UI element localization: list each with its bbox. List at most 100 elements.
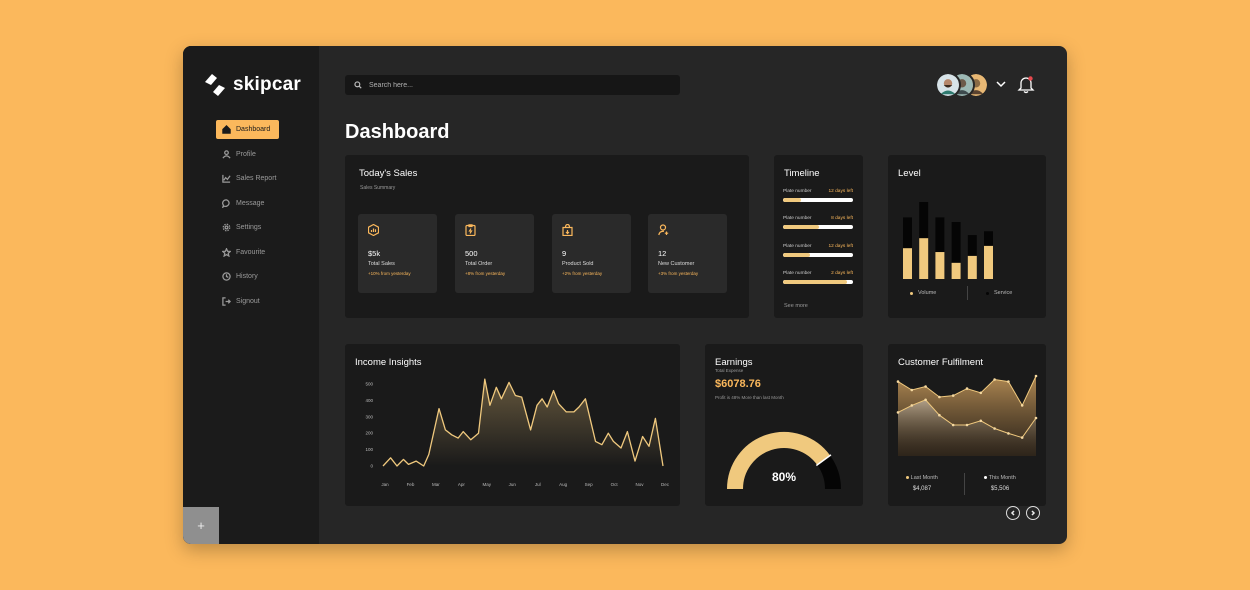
legend-dot	[984, 476, 988, 479]
team-avatars[interactable]	[935, 72, 989, 98]
gauge-filled-arc	[727, 432, 831, 490]
x-tick-label: Apr	[458, 482, 466, 487]
fulfilment-point	[965, 387, 969, 390]
stat-label: Product Sold	[562, 261, 594, 267]
timeline-days: 12 days left	[828, 244, 853, 249]
timeline-progress-fill	[783, 225, 820, 229]
timeline-row[interactable]: Plate number 2 days left	[783, 271, 853, 284]
timeline-days: 8 days left	[831, 216, 853, 221]
income-line	[382, 378, 664, 467]
timeline-row[interactable]: Plate number 8 days left	[783, 216, 853, 229]
timeline-progress	[783, 253, 853, 257]
level-bar-volume	[984, 245, 993, 279]
earnings-gauge	[727, 432, 841, 490]
stat-new-customer[interactable]: 12 New Customer +3% from yesterday	[648, 214, 727, 293]
timeline-days: 2 days left	[831, 271, 853, 276]
card-title: Level	[898, 168, 921, 179]
stat-change: +2% from yesterday	[562, 271, 603, 276]
sidebar-item-favourite[interactable]: Favourite	[216, 243, 282, 262]
sidebar-item-dashboard[interactable]: Dashboard	[216, 120, 279, 139]
chevron-down-icon[interactable]	[995, 79, 1007, 89]
sidebar-item-settings[interactable]: Settings	[216, 218, 282, 237]
stat-change: +3% from yesterday	[658, 271, 699, 276]
sidebar-item-profile[interactable]: Profile	[216, 145, 282, 164]
x-tick-label: Jan	[381, 482, 389, 487]
stat-total-order[interactable]: 500 Total Order +8% from yesterday	[455, 214, 534, 293]
fulfilment-point	[993, 427, 996, 430]
history-icon	[222, 272, 231, 281]
fulfilment-point	[1020, 404, 1024, 407]
logo[interactable]: skipcar	[203, 74, 301, 96]
see-more-link[interactable]: See more	[784, 303, 808, 309]
stat-label: Total Order	[465, 261, 493, 267]
legend-dot	[986, 291, 989, 295]
chart-icon	[222, 174, 231, 183]
sidebar-item-history[interactable]: History	[216, 267, 282, 286]
sidebar-item-message[interactable]: Message	[216, 194, 282, 213]
gear-icon	[222, 223, 231, 232]
sidebar-item-signout[interactable]: Signout	[216, 292, 282, 311]
x-tick-label: Jul	[535, 482, 541, 487]
search-bar[interactable]	[345, 75, 680, 95]
income-line-chart: 500 400 300 200 100 0 Jan Feb Mar Apr May Jun Jul Aug…	[365, 378, 670, 487]
fulfilment-point	[910, 404, 914, 407]
gauge-percent: 80%	[771, 470, 797, 484]
level-bar-volume	[951, 262, 961, 279]
y-tick-label: 400	[365, 398, 373, 403]
x-tick-label: Aug	[559, 482, 568, 487]
stat-value: 500	[465, 249, 478, 258]
sidebar-item-label: Sales Report	[236, 175, 277, 182]
fulfilment-point	[993, 378, 996, 381]
fulfilment-point	[979, 419, 983, 423]
level-bar-service	[951, 222, 961, 279]
fulfilment-point	[951, 394, 955, 397]
customer-fulfilment-card: Customer Fulfilment Last Month $4,087 Th…	[888, 344, 1046, 506]
next-button[interactable]	[1026, 506, 1040, 520]
earnings-note: Profit is 48% More than last Month	[715, 395, 784, 400]
legend-dot	[910, 291, 913, 295]
sidebar-nav: Dashboard Profile Sales Report Message S…	[216, 120, 282, 316]
x-tick-label: May	[483, 482, 492, 487]
timeline-progress-fill	[783, 280, 848, 284]
y-tick-label: 200	[365, 431, 373, 436]
stat-total-sales[interactable]: $5k Total Sales +10% from yesterday	[358, 214, 437, 293]
fulfilment-area	[898, 399, 1036, 456]
timeline-label: Plate number	[783, 271, 812, 276]
card-title: Today's Sales	[359, 168, 418, 179]
income-insights-card: Income Insights 500 400 300 200 100 0 Jan Feb Ma…	[345, 344, 680, 506]
add-button[interactable]: +	[183, 507, 219, 544]
sidebar-item-label: Signout	[236, 297, 260, 305]
stat-product-sold[interactable]: 9 Product Sold +2% from yesterday	[552, 214, 631, 293]
add-user-icon	[658, 224, 669, 236]
stat-label: New Customer	[658, 261, 695, 267]
timeline-row[interactable]: Plate number 12 days left	[783, 244, 853, 257]
prev-button[interactable]	[1006, 506, 1020, 520]
timeline-label: Plate number	[783, 216, 812, 221]
stat-change: +8% from yesterday	[465, 271, 506, 276]
timeline-label: Plate number	[783, 189, 812, 194]
signout-icon	[222, 296, 231, 306]
stat-value: 12	[658, 249, 667, 258]
fulfilment-area-chart	[896, 374, 1038, 456]
stat-value: $5k	[368, 249, 381, 258]
last-month-summary: Last Month $4,087	[892, 475, 952, 492]
sidebar-item-sales-report[interactable]: Sales Report	[216, 169, 282, 188]
fulfilment-point	[1020, 436, 1024, 439]
this-month-value: $5,506	[990, 486, 1010, 492]
search-input[interactable]	[369, 81, 649, 89]
timeline-progress	[783, 198, 853, 202]
chevron-left-icon	[1010, 510, 1015, 516]
sales-hexagon-icon	[368, 224, 379, 236]
card-title: Timeline	[784, 168, 820, 179]
earnings-subtitle: Total Expense	[715, 368, 744, 373]
bell-icon[interactable]	[1017, 75, 1035, 94]
sidebar-item-label: Settings	[236, 224, 262, 231]
timeline-progress-fill	[783, 198, 801, 202]
sidebar-item-label: Profile	[236, 150, 256, 158]
timeline-row[interactable]: Plate number 12 days left	[783, 189, 853, 202]
legend-volume: Volume	[910, 290, 936, 296]
last-month-value: $4,087	[912, 486, 932, 492]
y-tick-label: 300	[365, 414, 373, 419]
sidebar-item-label: Favourite	[236, 248, 266, 256]
sidebar-item-label: Dashboard	[236, 126, 271, 133]
